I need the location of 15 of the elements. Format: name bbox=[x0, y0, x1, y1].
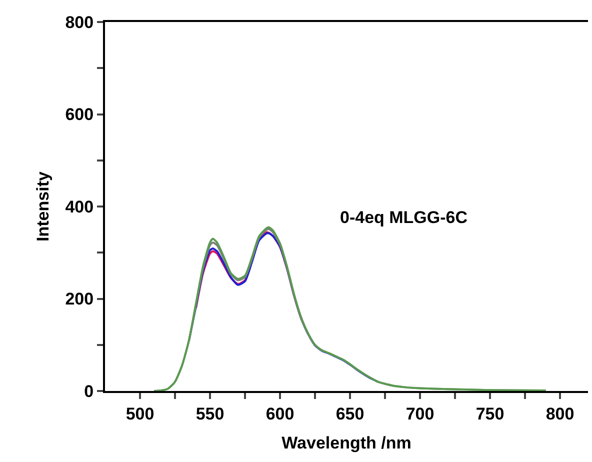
x-tick-label: 500 bbox=[126, 404, 154, 424]
y-tick-label: 0 bbox=[84, 382, 94, 401]
annotation: 0-4eq MLGG-6C bbox=[340, 208, 468, 227]
x-tick-label: 600 bbox=[266, 404, 294, 424]
y-tick-label: 200 bbox=[65, 290, 94, 309]
x-tick-label: 700 bbox=[406, 404, 434, 424]
x-tick-label: 550 bbox=[196, 404, 224, 424]
x-tick-label: 800 bbox=[546, 404, 574, 424]
x-axis-title: Wavelength /nm bbox=[282, 433, 412, 452]
y-tick-label: 600 bbox=[65, 105, 94, 124]
y-tick-label: 800 bbox=[65, 12, 94, 32]
x-tick-label: 750 bbox=[476, 404, 504, 424]
y-tick-label: 400 bbox=[65, 197, 94, 216]
y-axis-title: Intensity bbox=[33, 171, 52, 242]
x-tick-label: 650 bbox=[336, 404, 364, 424]
